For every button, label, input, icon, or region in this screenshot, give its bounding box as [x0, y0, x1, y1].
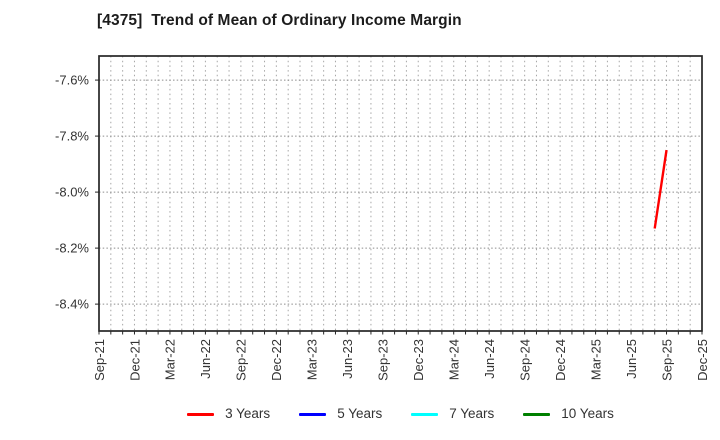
legend-label-3-years: 3 Years: [225, 406, 271, 422]
legend-line-icon-10-years: [523, 412, 551, 416]
x-tick-label: Mar-25: [588, 339, 603, 380]
legend-label-10-years: 10 Years: [561, 406, 614, 422]
x-tick-label: Jun-24: [482, 339, 497, 379]
x-tick-label: Mar-23: [305, 339, 320, 380]
x-tick-label: Dec-25: [695, 339, 710, 381]
x-tick-label: Dec-22: [269, 339, 284, 381]
legend-item-7-years: 7 Years: [411, 407, 494, 421]
chart-title: [4375] Trend of Mean of Ordinary Income …: [97, 12, 462, 29]
series-line-3-years: [653, 149, 668, 229]
legend: 3 Years 5 Years 7 Years 10 Years: [99, 403, 702, 425]
x-tick-label: Sep-23: [376, 339, 391, 381]
x-tick-label: Sep-25: [659, 339, 674, 381]
legend-label-7-years: 7 Years: [449, 406, 495, 422]
legend-item-10-years: 10 Years: [523, 407, 614, 421]
y-tick-label: -7.6%: [55, 73, 89, 88]
plot-border: [98, 55, 703, 332]
x-tick-label: Dec-21: [127, 339, 142, 381]
legend-label-5-years: 5 Years: [337, 406, 383, 422]
x-tick-label: Jun-23: [340, 339, 355, 379]
y-tick-label: -8.0%: [55, 185, 89, 200]
y-tick-label: -7.8%: [55, 129, 89, 144]
x-tick-label: Sep-22: [234, 339, 249, 381]
x-tick-label: Mar-22: [163, 339, 178, 380]
legend-line-icon-7-years: [411, 412, 439, 416]
legend-line-icon-3-years: [187, 412, 215, 416]
x-tick-label: Dec-23: [411, 339, 426, 381]
x-tick-label: Mar-24: [447, 339, 462, 380]
y-tick-label: -8.4%: [55, 297, 89, 312]
x-tick-label: Dec-24: [553, 339, 568, 381]
legend-item-5-years: 5 Years: [299, 407, 382, 421]
x-tick-label: Jun-25: [624, 339, 639, 379]
legend-item-3-years: 3 Years: [187, 407, 270, 421]
x-tick-label: Jun-22: [198, 339, 213, 379]
y-tick-label: -8.2%: [55, 241, 89, 256]
x-tick-label: Sep-21: [92, 339, 107, 381]
legend-line-icon-5-years: [299, 412, 327, 416]
x-tick-label: Sep-24: [517, 339, 532, 381]
